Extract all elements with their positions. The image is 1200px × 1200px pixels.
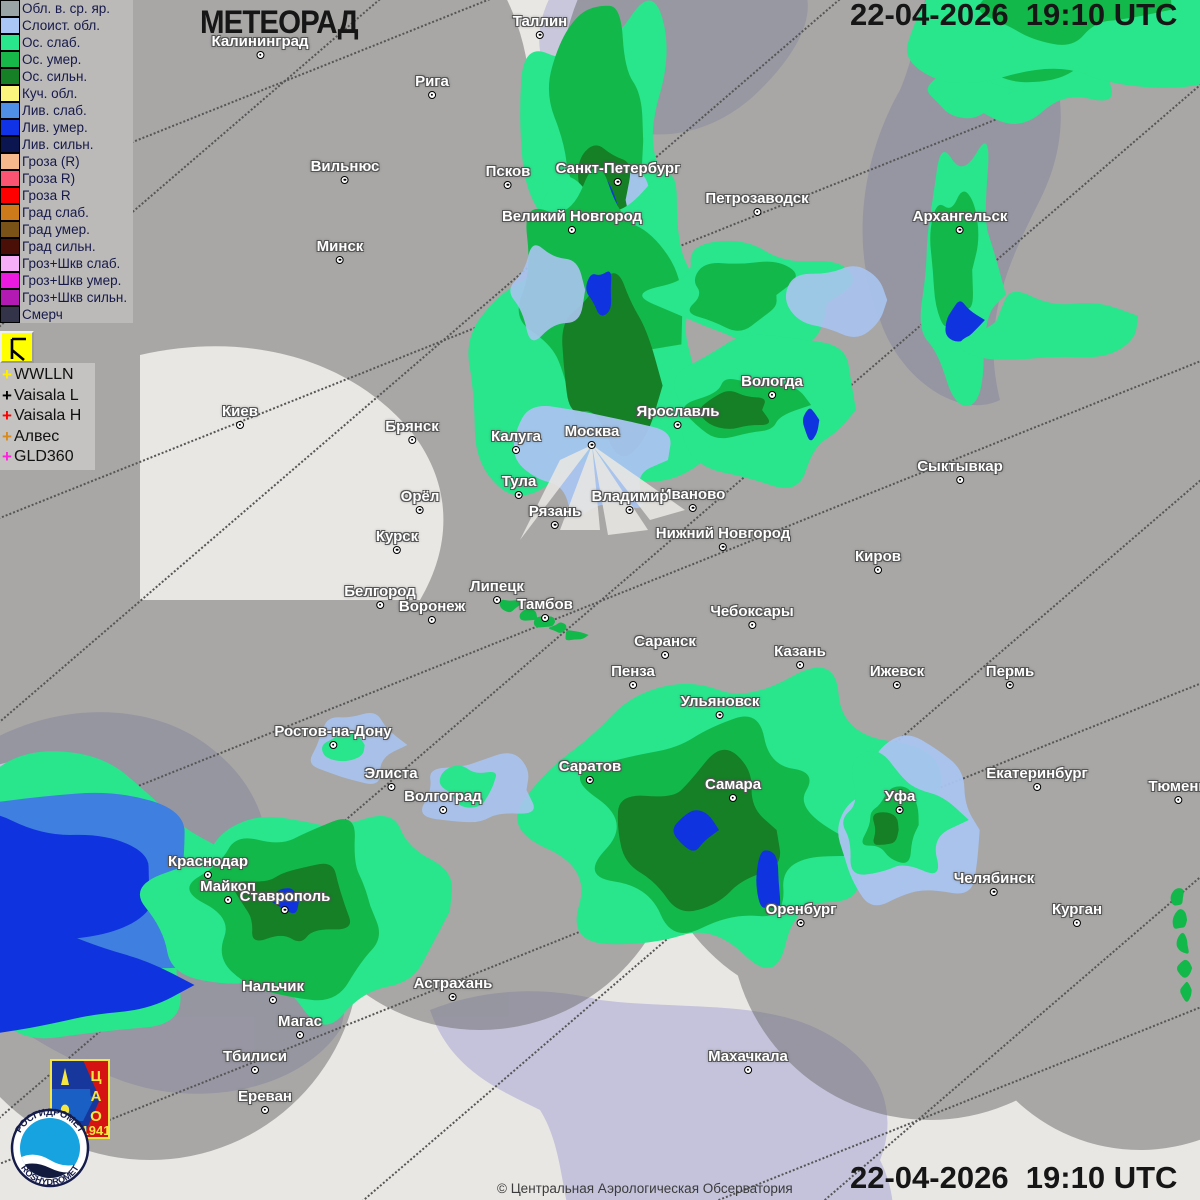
svg-text:Ц: Ц	[91, 1068, 102, 1085]
svg-text:А: А	[91, 1088, 102, 1105]
